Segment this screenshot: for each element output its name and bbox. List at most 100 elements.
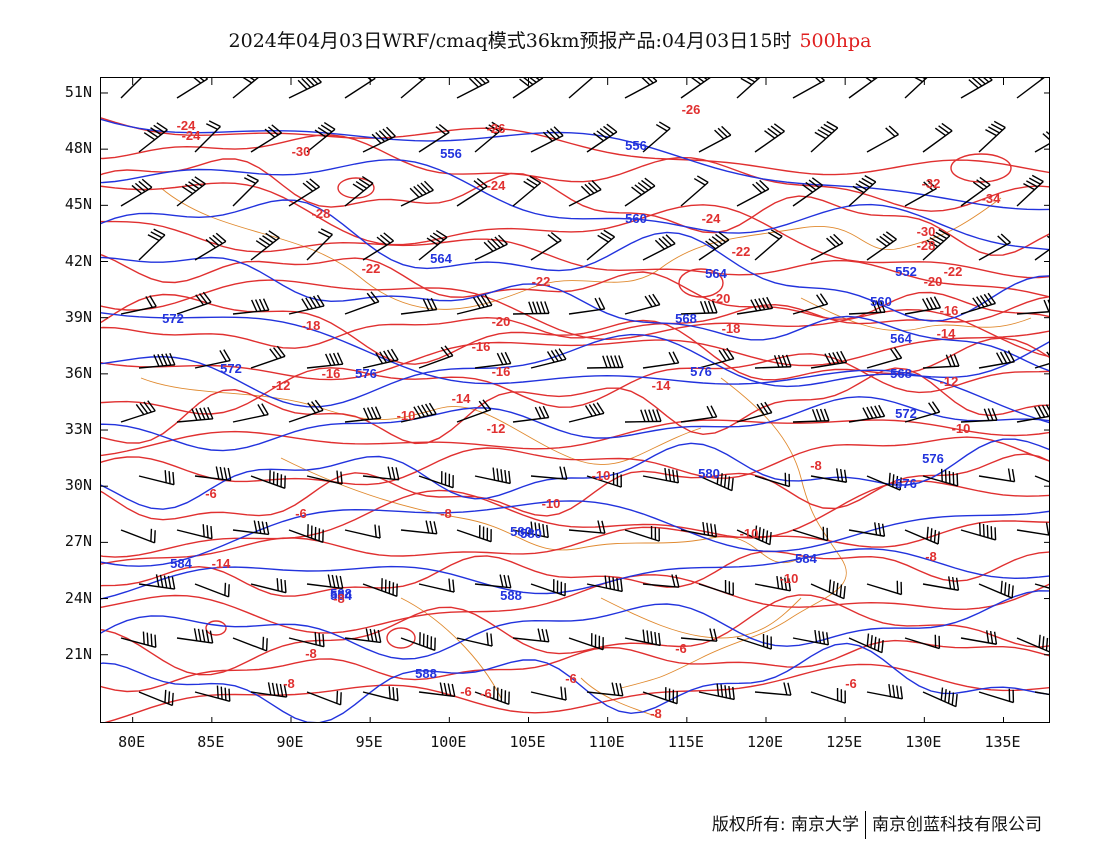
wind-barb (418, 123, 450, 153)
wind-barb (680, 405, 718, 423)
wind-barb (232, 636, 268, 652)
wind-barb (922, 576, 960, 591)
copyright-owner: 版权所有: 南京大学 (711, 815, 859, 835)
lat-tick-label: 30N (64, 476, 92, 495)
wind-barb (362, 466, 400, 481)
wind-barb (642, 121, 671, 153)
wind-barb (736, 525, 772, 546)
temperature-isotherm (101, 220, 1049, 298)
wind-barb (792, 293, 829, 315)
wind-barb (306, 352, 344, 369)
lon-tick-label: 115E (667, 733, 704, 751)
wind-barb (904, 401, 941, 423)
wind-barb (194, 685, 231, 702)
wind-barb (866, 580, 903, 596)
wind-barb (400, 78, 430, 99)
temperature-label: -30 (917, 224, 936, 239)
wind-barb (810, 121, 839, 153)
border-line (280, 457, 802, 564)
copyright-company: 南京创蓝科技有限公司 (872, 815, 1042, 835)
wind-barb (810, 468, 848, 483)
wind-barb (456, 294, 493, 315)
temperature-isotherm (101, 254, 1049, 320)
geopotential-label: 584 (330, 588, 352, 603)
wind-barb (138, 689, 174, 707)
wind-barb (680, 300, 718, 315)
temperature-isotherm (101, 353, 1049, 415)
wind-barb (754, 682, 792, 696)
wind-barb (960, 522, 997, 541)
wind-barb (530, 686, 567, 701)
wind-barb (456, 78, 490, 99)
wind-barb (1016, 634, 1049, 653)
wind-barb (810, 350, 848, 369)
geopotential-isoline (101, 396, 1049, 452)
border-line (400, 597, 502, 699)
wind-barb (978, 350, 1016, 369)
wind-barb (362, 126, 396, 153)
wind-barb (568, 520, 606, 534)
geopotential-label: 572 (162, 311, 184, 326)
wind-barb (1016, 299, 1049, 315)
wind-barb (344, 291, 380, 315)
wind-barb (568, 180, 602, 207)
wind-barb (194, 120, 221, 153)
temperature-label: -16 (472, 339, 491, 354)
lat-tick-label: 36N (64, 363, 92, 382)
wind-barb (586, 229, 616, 261)
temperature-isotherm (101, 134, 1049, 212)
temperature-label: -10 (397, 408, 416, 423)
wind-barb (680, 78, 711, 99)
wind-barb (194, 232, 227, 261)
lon-tick-label: 90E (276, 733, 304, 751)
wind-barb (456, 399, 492, 423)
wind-barb (848, 522, 886, 537)
wind-barb (624, 525, 660, 542)
wind-barb (120, 78, 147, 99)
geopotential-isoline (101, 500, 1049, 567)
wind-barb (1016, 174, 1044, 207)
wind-barb (362, 348, 399, 369)
temperature-label: -12 (487, 421, 506, 436)
temperature-label: -16 (322, 366, 341, 381)
wind-barb (418, 578, 455, 593)
temperature-label: -14 (937, 326, 957, 341)
wind-barb (344, 524, 381, 539)
wind-barb (642, 351, 680, 369)
lat-tick-label: 39N (64, 307, 92, 326)
wind-barb (474, 234, 508, 261)
temperature-label: -26 (682, 102, 701, 117)
temperature-label: -6 (675, 641, 687, 656)
wind-barb (698, 471, 734, 492)
wind-barbs (120, 78, 1049, 708)
lon-tick-label: 125E (826, 733, 863, 751)
temperature-label: -10 (592, 468, 611, 483)
wind-barb (624, 177, 656, 207)
lon-tick-label: 85E (197, 733, 225, 751)
wind-barb (530, 579, 566, 597)
wind-barb (698, 579, 734, 596)
temperature-closed-contour (205, 620, 227, 636)
temperature-isotherm (101, 158, 1049, 256)
wind-barb (138, 470, 175, 486)
wind-barb (530, 231, 562, 261)
geopotential-label: 588 (500, 588, 522, 603)
wind-barb (978, 688, 1015, 704)
temperature-label: -28 (917, 238, 936, 253)
wind-barb (232, 298, 270, 315)
temperature-label: -22 (732, 244, 751, 259)
lat-tick-label: 27N (64, 532, 92, 551)
wind-barb (810, 687, 846, 704)
wind-barb (624, 409, 662, 423)
geopotential-label: 552 (895, 264, 917, 279)
wind-barb (866, 683, 904, 700)
wind-barb (736, 633, 772, 650)
wind-barb (680, 175, 709, 207)
lat-tick-label: 51N (64, 82, 92, 101)
temperature-label: -20 (924, 274, 943, 289)
wind-barb (138, 574, 176, 590)
wind-barb (754, 472, 791, 488)
wind-barb (904, 634, 941, 650)
temperature-label: -10 (952, 421, 971, 436)
wind-barb (288, 294, 325, 315)
